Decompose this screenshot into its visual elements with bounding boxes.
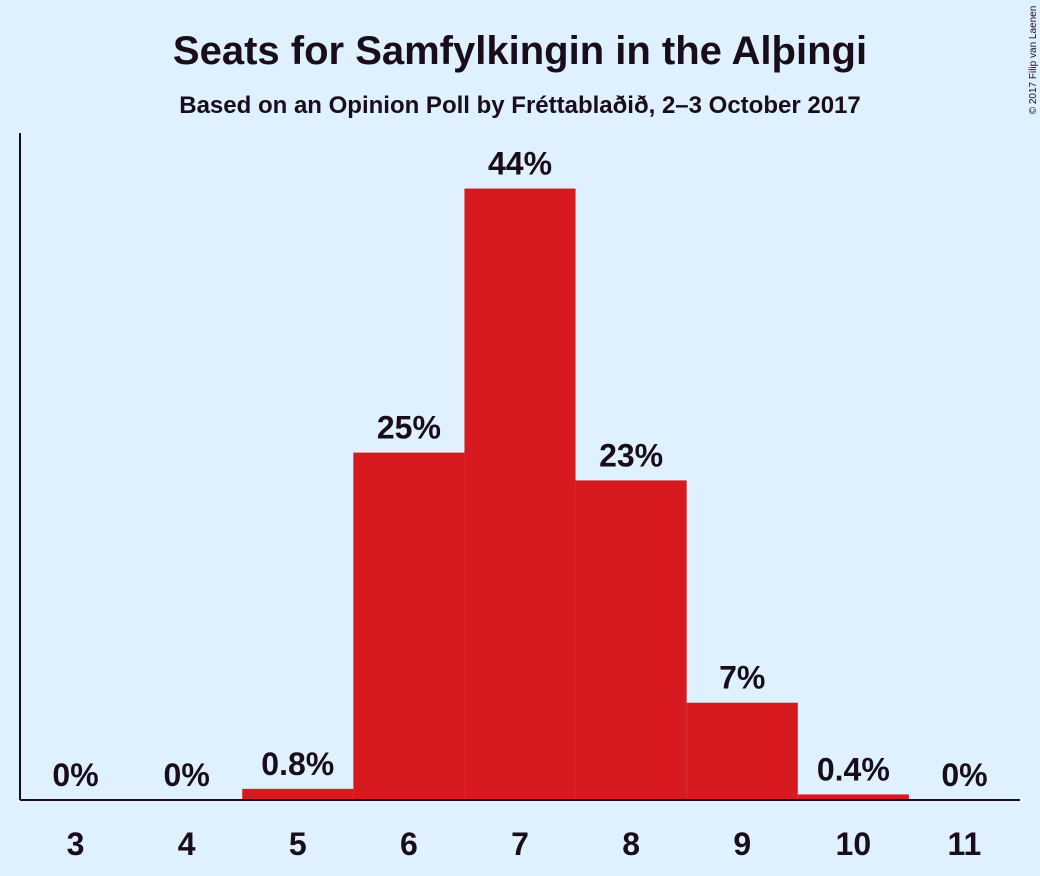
bar-8 (575, 480, 687, 800)
bar-labels-group: 0% 0% 0.8% 25% 44% 23% 7% 0.4% 0% (52, 146, 987, 793)
bars-group (242, 188, 909, 800)
bar-value-label-9: 7% (719, 660, 765, 696)
bar-9 (686, 702, 798, 800)
x-tick-label-3: 3 (67, 826, 85, 862)
bar-5 (242, 788, 354, 800)
x-tick-label-6: 6 (400, 826, 418, 862)
chart-title: Seats for Samfylkingin in the Alþingi (173, 29, 867, 73)
bar-value-label-4: 0% (164, 757, 210, 793)
bar-value-label-7: 44% (488, 146, 552, 182)
x-tick-label-11: 11 (948, 826, 982, 862)
x-tick-label-8: 8 (622, 826, 640, 862)
bar-7 (464, 188, 576, 800)
copyright-text: © 2017 Filip van Laenen (1028, 6, 1039, 115)
bar-value-label-6: 25% (377, 410, 441, 446)
x-tick-label-7: 7 (511, 826, 529, 862)
bar-10 (797, 794, 909, 800)
bar-value-label-8: 23% (599, 437, 663, 473)
bar-value-label-3: 0% (52, 757, 98, 793)
x-tick-label-5: 5 (289, 826, 307, 862)
bar-value-label-5: 0.8% (261, 746, 334, 782)
bar-6 (353, 452, 465, 800)
bar-value-label-10: 0.4% (817, 751, 890, 787)
x-tick-labels-group: 3 4 5 6 7 8 9 10 11 (67, 826, 982, 862)
x-tick-label-4: 4 (178, 826, 196, 862)
x-tick-label-9: 9 (733, 826, 751, 862)
chart-subtitle: Based on an Opinion Poll by Fréttablaðið… (179, 92, 861, 119)
x-tick-label-10: 10 (836, 826, 872, 862)
plot-area: 0% 0% 0.8% 25% 44% 23% 7% 0.4% 0% 3 4 5 6 7 8 9 10 11 (19, 133, 1020, 862)
bar-value-label-11: 0% (941, 757, 987, 793)
